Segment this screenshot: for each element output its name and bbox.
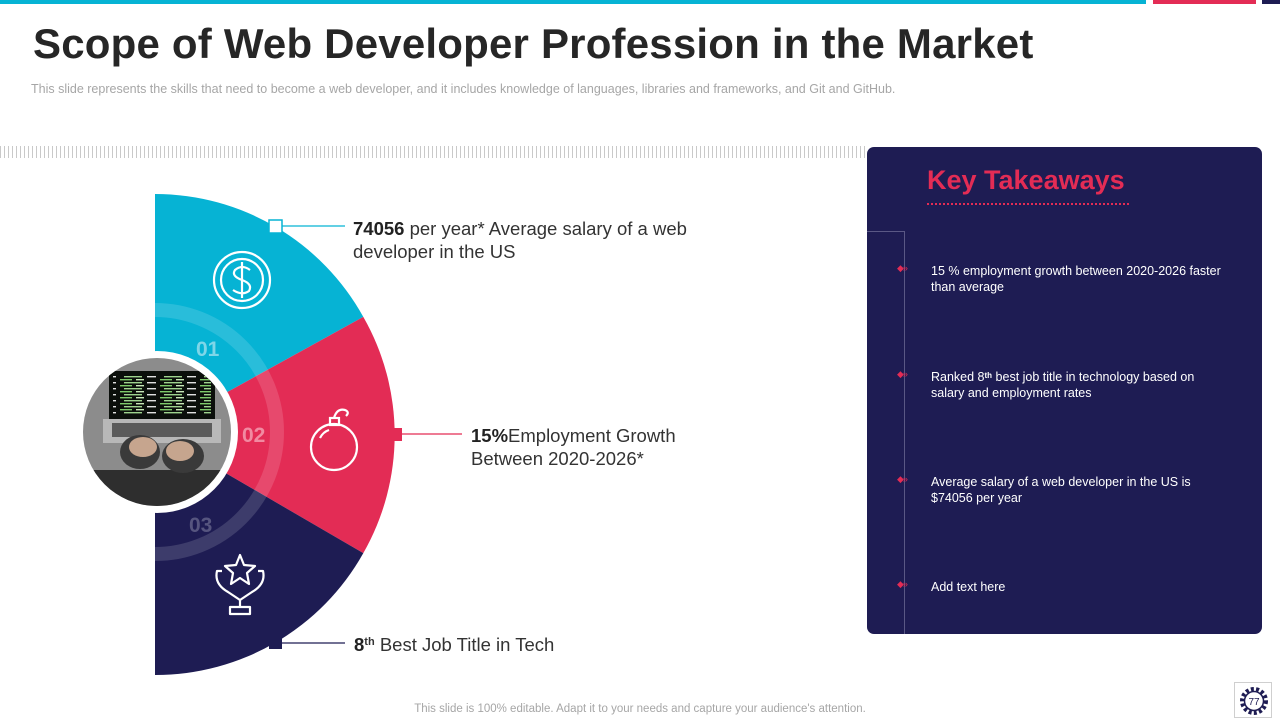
- key-takeaways-title: Key Takeaways: [927, 165, 1125, 195]
- marker-pink: [389, 428, 402, 441]
- bullet-icon: ◆»: [897, 474, 908, 484]
- page-number: 77: [1248, 697, 1260, 708]
- takeaway-text-sup: th: [984, 371, 993, 380]
- callout-growth: 15%Employment Growth Between 2020-2026*: [471, 424, 711, 470]
- takeaway-text: Average salary of a web developer in the…: [931, 475, 1191, 505]
- gear-icon: 77: [1240, 687, 1268, 715]
- callout-rank-sup: th: [364, 636, 375, 648]
- callout-rank: 8th Best Job Title in Tech: [354, 633, 654, 656]
- footer-note: This slide is 100% editable. Adapt it to…: [414, 703, 866, 715]
- takeaway-text: Ranked 8th best job title in technology …: [931, 369, 1231, 401]
- callout-salary-text: per year* Average salary of a web develo…: [353, 218, 687, 262]
- segment-number-02: 02: [242, 424, 265, 447]
- timeline-line: [904, 231, 905, 634]
- top-accent-bar-teal: [0, 0, 1146, 4]
- bomb-icon: [309, 408, 359, 472]
- callout-growth-text: Employment Growth Between 2020-2026*: [471, 425, 676, 469]
- takeaway-text: 15 % employment growth between 2020-2026…: [931, 264, 1221, 294]
- bullet-icon: ◆»: [897, 263, 908, 273]
- takeaway-text-pre: Ranked 8: [931, 370, 985, 384]
- timeline-hook: [867, 231, 904, 232]
- takeaway-text-post: best job title in technology based on sa…: [931, 370, 1195, 400]
- segment-number-01: 01: [196, 338, 220, 361]
- callout-growth-value: 15%: [471, 425, 509, 446]
- trophy-icon: [215, 553, 265, 616]
- top-accent-bar-navy: [1262, 0, 1280, 4]
- callout-rank-text: Best Job Title in Tech: [374, 634, 555, 655]
- top-accent-bar-pink: [1153, 0, 1256, 4]
- callout-rank-num: 8: [354, 634, 365, 655]
- key-takeaways-panel: Key Takeaways ◆» 15 % employment growth …: [867, 147, 1262, 634]
- bullet-icon: ◆»: [897, 579, 908, 589]
- marker-navy: [269, 636, 282, 649]
- dollar-icon: [212, 250, 272, 310]
- takeaway-text: Add text here: [931, 580, 1006, 594]
- callout-salary-value: 74056: [353, 218, 405, 239]
- segment-02-pink: [155, 316, 395, 554]
- slide-title: Scope of Web Developer Profession in the…: [33, 20, 1034, 67]
- key-takeaways-underline: [927, 203, 1129, 205]
- page-badge: 77: [1234, 682, 1272, 718]
- marker-teal: [268, 219, 283, 234]
- tick-divider: [0, 146, 868, 158]
- slide-subtitle: This slide represents the skills that ne…: [31, 82, 896, 96]
- segment-number-03: 03: [189, 514, 212, 537]
- callout-salary: 74056 per year* Average salary of a web …: [353, 217, 713, 263]
- bullet-icon: ◆»: [897, 369, 908, 379]
